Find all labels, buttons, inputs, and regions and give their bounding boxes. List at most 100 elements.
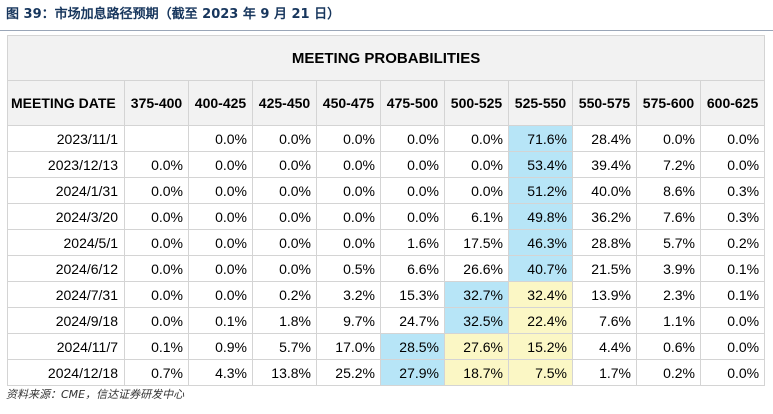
probability-cell: 0.0% [124, 177, 189, 204]
probability-cell [124, 125, 189, 152]
meeting-date-cell: 2024/5/1 [7, 229, 125, 256]
meeting-probabilities-table: MEETING PROBABILITIES MEETING DATE 375-40… [6, 35, 766, 386]
column-header-row: MEETING DATE 375-400 400-425 425-450 450-475… [7, 80, 766, 126]
probability-cell: 0.0% [444, 151, 509, 178]
probability-cell: 0.0% [188, 177, 253, 204]
probability-cell: 0.3% [699, 177, 766, 204]
probability-cell: 3.9% [636, 255, 701, 282]
probability-cell: 24.7% [380, 307, 445, 334]
probability-cell: 0.0% [380, 177, 445, 204]
probability-cell: 3.2% [316, 281, 381, 308]
probability-cell: 0.0% [699, 333, 766, 360]
probability-cell: 0.7% [124, 359, 189, 386]
probability-cell: 0.1% [188, 307, 253, 334]
probability-cell: 0.0% [188, 229, 253, 256]
probability-cell: 0.0% [252, 255, 317, 282]
probability-cell: 17.5% [444, 229, 509, 256]
probability-cell: 0.5% [316, 255, 381, 282]
probability-cell: 0.0% [124, 255, 189, 282]
probability-cell: 0.0% [252, 151, 317, 178]
probability-cell: 36.2% [572, 203, 637, 230]
probability-cell: 32.4% [508, 281, 573, 308]
probability-cell: 0.0% [188, 203, 253, 230]
probability-cell: 28.5% [380, 333, 445, 360]
probability-cell: 0.0% [252, 203, 317, 230]
probability-cell: 0.1% [699, 255, 766, 282]
probability-cell: 0.9% [188, 333, 253, 360]
probability-cell: 4.3% [188, 359, 253, 386]
probability-cell: 0.1% [124, 333, 189, 360]
meeting-date-cell: 2023/12/13 [7, 151, 125, 178]
probability-cell: 0.0% [188, 125, 253, 152]
meeting-date-cell: 2023/11/1 [7, 125, 125, 152]
probability-cell: 9.7% [316, 307, 381, 334]
table-row: 2023/12/13 0.0% 0.0% 0.0% 0.0% 0.0% 0.0% 53.4% 3… [7, 151, 766, 178]
probability-cell: 0.0% [124, 307, 189, 334]
probability-cell: 32.5% [444, 307, 509, 334]
meeting-date-cell: 2024/12/18 [7, 359, 125, 386]
probability-cell: 26.6% [444, 255, 509, 282]
probability-cell: 28.4% [572, 125, 637, 152]
meeting-date-cell: 2024/6/12 [7, 255, 125, 282]
probability-cell: 0.0% [252, 177, 317, 204]
figure-caption: 图 39：市场加息路径预期（截至 2023 年 9 月 21 日） [6, 7, 341, 22]
probability-cell: 40.0% [572, 177, 637, 204]
meeting-date-cell: 2024/1/31 [7, 177, 125, 204]
probability-cell: 46.3% [508, 229, 573, 256]
probability-cell: 32.7% [444, 281, 509, 308]
table-row: 2024/11/7 0.1% 0.9% 5.7% 17.0% 28.5% 27.6% 15.2… [7, 333, 766, 360]
probability-cell: 7.2% [636, 151, 701, 178]
probability-cell: 0.0% [252, 229, 317, 256]
probability-cell: 6.1% [444, 203, 509, 230]
probability-cell: 0.0% [380, 125, 445, 152]
probability-cell: 1.8% [252, 307, 317, 334]
probability-cell: 28.8% [572, 229, 637, 256]
column-header-rate-range: 550-575 [572, 80, 637, 126]
table-row: 2024/1/31 0.0% 0.0% 0.0% 0.0% 0.0% 0.0% 51.2% 40… [7, 177, 766, 204]
table-row: 2024/3/20 0.0% 0.0% 0.0% 0.0% 0.0% 6.1% 49.8% 36… [7, 203, 766, 230]
probability-cell: 27.9% [380, 359, 445, 386]
probability-cell: 4.4% [572, 333, 637, 360]
meeting-date-cell: 2024/11/7 [7, 333, 125, 360]
probability-cell: 1.7% [572, 359, 637, 386]
probability-cell: 0.0% [316, 177, 381, 204]
table-row: 2024/5/1 0.0% 0.0% 0.0% 0.0% 1.6% 17.5% 46.3% 28… [7, 229, 766, 256]
column-header-rate-range: 400-425 [188, 80, 253, 126]
probability-cell: 0.0% [316, 203, 381, 230]
probability-cell: 0.0% [316, 229, 381, 256]
table-row: 2023/11/1 0.0% 0.0% 0.0% 0.0% 0.0% 71.6% 28.4% 0… [7, 125, 766, 152]
probability-cell: 15.2% [508, 333, 573, 360]
probability-cell: 8.6% [636, 177, 701, 204]
source-note: 资料来源：CME，信达证券研发中心 [6, 388, 185, 401]
probability-cell: 0.0% [636, 125, 701, 152]
column-header-rate-range: 500-525 [444, 80, 509, 126]
column-header-rate-range: 425-450 [252, 80, 317, 126]
table-row: 2024/6/12 0.0% 0.0% 0.0% 0.5% 6.6% 26.6% 40.7% 2… [7, 255, 766, 282]
caption-divider [0, 30, 773, 31]
probability-cell: 2.3% [636, 281, 701, 308]
table-body: 2023/11/1 0.0% 0.0% 0.0% 0.0% 0.0% 71.6% 28.4% 0… [7, 125, 766, 386]
probability-cell: 40.7% [508, 255, 573, 282]
column-header-rate-range: 600-625 [699, 80, 766, 126]
table-row: 2024/7/31 0.0% 0.0% 0.2% 3.2% 15.3% 32.7% 32.4%… [7, 281, 766, 308]
table-title: MEETING PROBABILITIES [6, 35, 766, 81]
probability-cell: 1.1% [636, 307, 701, 334]
probability-cell: 18.7% [444, 359, 509, 386]
column-header-meeting-date: MEETING DATE [7, 80, 125, 126]
table-row: 2024/9/18 0.0% 0.1% 1.8% 9.7% 24.7% 32.5% 22.4%… [7, 307, 766, 334]
probability-cell: 1.6% [380, 229, 445, 256]
meeting-date-cell: 2024/7/31 [7, 281, 125, 308]
probability-cell: 0.0% [124, 203, 189, 230]
probability-cell: 25.2% [316, 359, 381, 386]
probability-cell: 13.9% [572, 281, 637, 308]
probability-cell: 27.6% [444, 333, 509, 360]
column-header-rate-range: 575-600 [636, 80, 701, 126]
probability-cell: 6.6% [380, 255, 445, 282]
probability-cell: 53.4% [508, 151, 573, 178]
table-row: 2024/12/18 0.7% 4.3% 13.8% 25.2% 27.9% 18.7% 7.… [7, 359, 766, 386]
probability-cell: 0.3% [699, 203, 766, 230]
column-header-rate-range: 450-475 [316, 80, 381, 126]
probability-cell: 7.5% [508, 359, 573, 386]
probability-cell: 17.0% [316, 333, 381, 360]
probability-cell: 15.3% [380, 281, 445, 308]
